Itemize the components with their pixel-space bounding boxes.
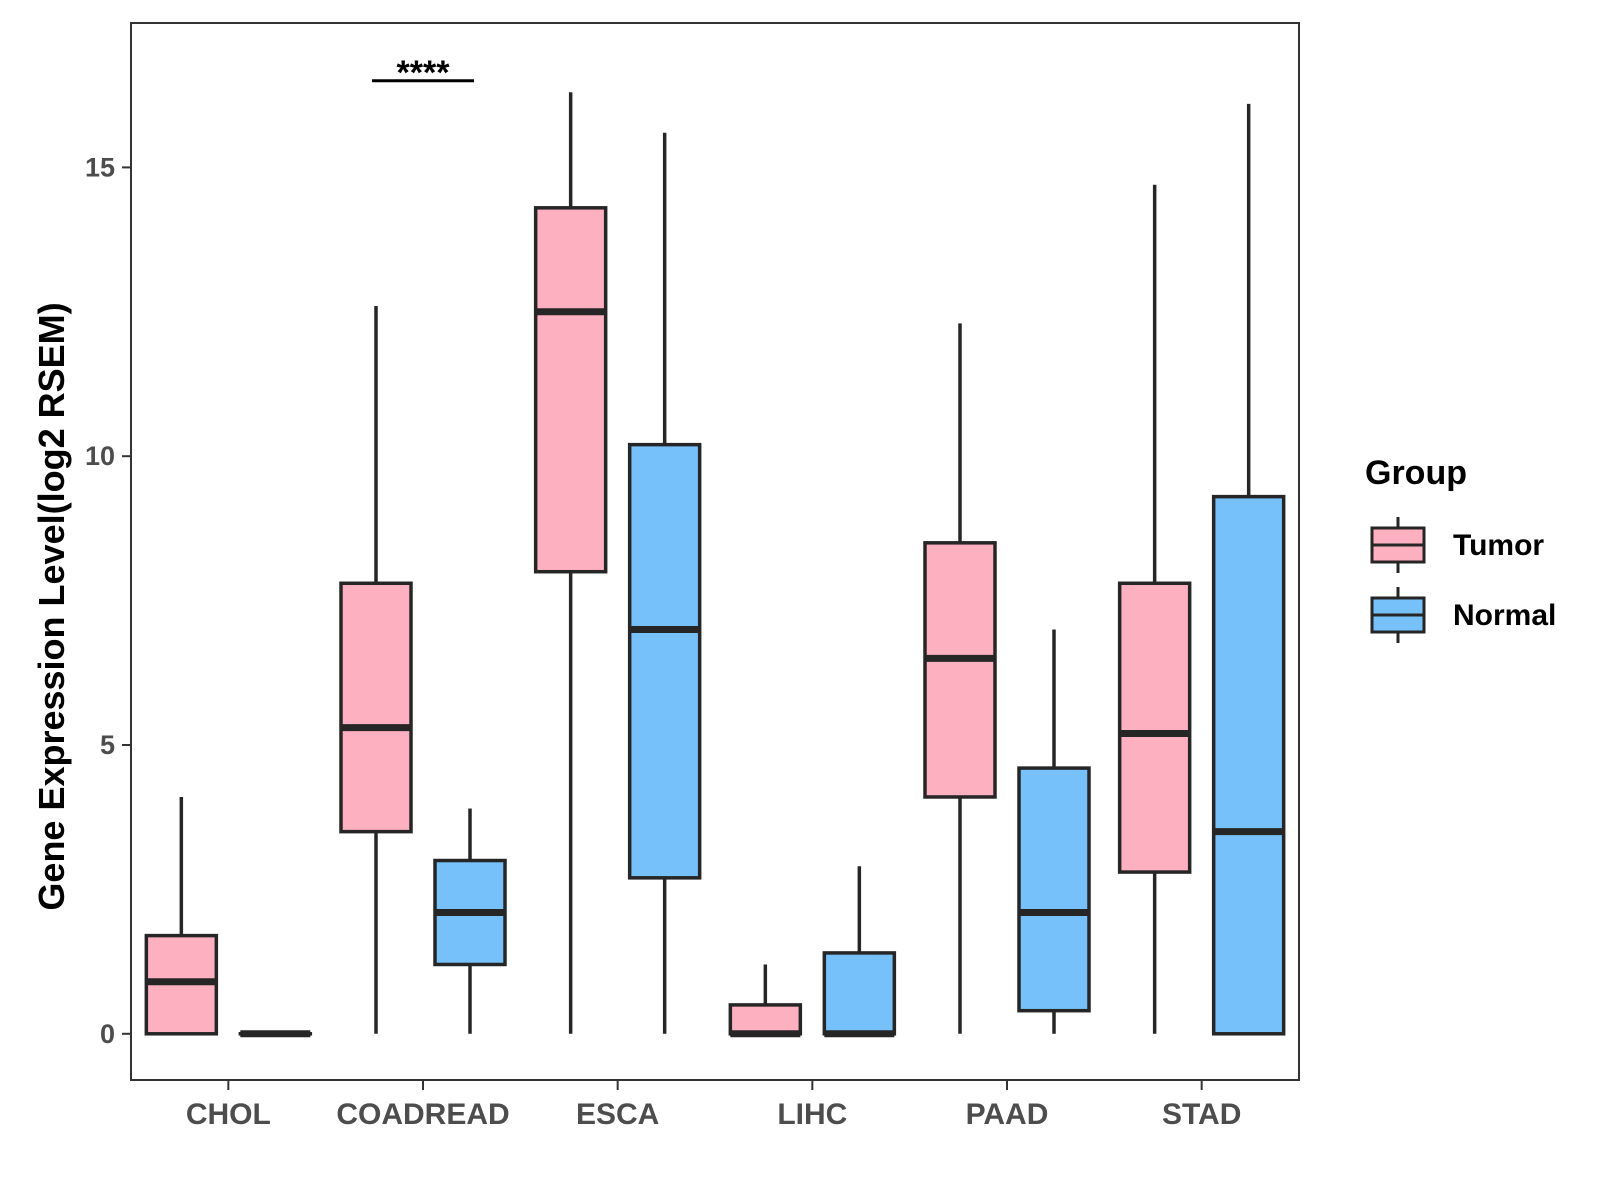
box-rect-stad-normal — [1211, 494, 1286, 1036]
y-tick-label-15: 15 — [85, 152, 115, 182]
box-coadread-tumor — [339, 306, 413, 1034]
box-lihc-normal — [822, 866, 897, 1038]
legend-title: Group — [1365, 454, 1467, 492]
legend-label-tumor: Tumor — [1453, 529, 1544, 562]
legend-item-tumor: Tumor — [1370, 517, 1544, 573]
y-tick-label-10: 10 — [85, 441, 115, 471]
legend-item-normal: Normal — [1370, 587, 1556, 643]
x-tick-label-paad: PAAD — [966, 1098, 1049, 1131]
x-axis: CHOL COADREAD ESCA LIHC PAAD STAD — [186, 1080, 1241, 1131]
box-rect-paad-tumor — [923, 541, 997, 799]
annotations: **** — [372, 54, 474, 92]
legend-label-normal: Normal — [1453, 599, 1556, 632]
x-tick-label-esca: ESCA — [576, 1098, 659, 1131]
box-stad-tumor — [1117, 184, 1192, 1034]
box-rect-coadread-tumor — [339, 581, 413, 834]
box-lihc-tumor — [728, 964, 803, 1038]
box-coadread-normal — [433, 808, 507, 1034]
box-chol-tumor — [144, 796, 219, 1036]
x-tick-label-lihc: LIHC — [777, 1098, 847, 1131]
box-paad-normal — [1017, 629, 1091, 1034]
boxes-layer — [144, 92, 1286, 1038]
box-rect-stad-tumor — [1117, 581, 1192, 874]
box-esca-tumor — [533, 92, 608, 1034]
box-rect-paad-normal — [1017, 766, 1091, 1013]
box-rect-lihc-normal — [822, 951, 897, 1036]
y-tick-label-5: 5 — [100, 730, 115, 760]
box-paad-tumor — [923, 323, 997, 1034]
y-axis-title: Gene Expression Level(log2 RSEM) — [31, 302, 72, 910]
box-stad-normal — [1211, 103, 1286, 1036]
x-tick-label-stad: STAD — [1162, 1098, 1241, 1131]
significance-label-0: **** — [397, 54, 451, 92]
plot-panel — [130, 22, 1300, 1081]
box-rect-lihc-tumor — [728, 1003, 803, 1036]
legend: Group Tumor Normal — [1365, 454, 1556, 643]
x-tick-label-chol: CHOL — [186, 1098, 271, 1131]
box-rect-esca-normal — [627, 442, 702, 880]
box-rect-esca-tumor — [533, 206, 608, 574]
y-axis: 0 5 10 15 — [85, 152, 131, 1049]
box-esca-normal — [627, 132, 702, 1034]
x-tick-label-coadread: COADREAD — [336, 1098, 509, 1131]
y-tick-label-0: 0 — [100, 1019, 115, 1049]
